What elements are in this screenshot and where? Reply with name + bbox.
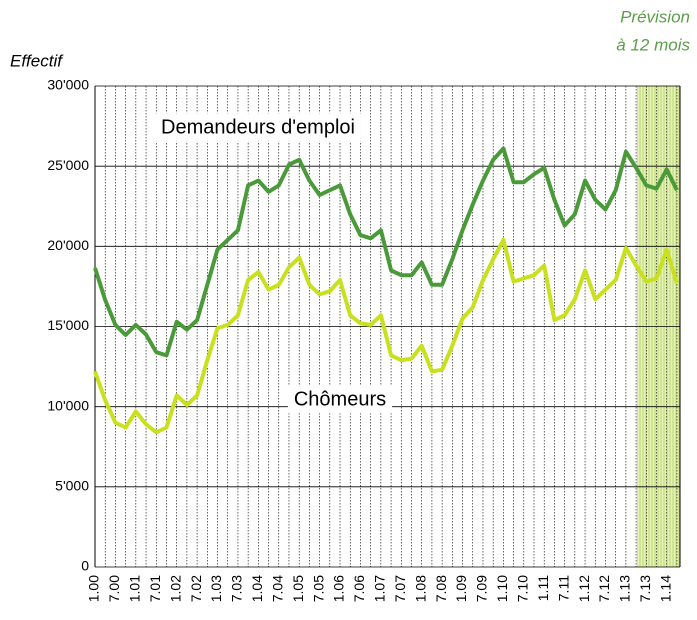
x-tick-label: 1.05	[290, 575, 306, 602]
x-tick-label: 7.07	[392, 575, 408, 602]
series-label: Chômeurs	[294, 388, 386, 410]
x-tick-label: 7.03	[229, 575, 245, 602]
x-tick-label: 7.08	[433, 575, 449, 602]
x-tick-label: 7.13	[637, 575, 653, 602]
line	[93, 237, 679, 435]
x-tick-label: 1.12	[576, 575, 592, 602]
y-tick-label: 0	[81, 558, 89, 574]
x-tick-label: 1.07	[372, 575, 388, 602]
x-tick-label: 1.00	[86, 575, 102, 602]
y-tick-label: 20'000	[47, 237, 89, 253]
x-tick-label: 1.14	[657, 575, 673, 602]
x-tick-label: 7.11	[555, 575, 571, 601]
y-tick-label: 15'000	[47, 317, 89, 333]
line	[93, 146, 679, 358]
x-tick-label: 7.00	[106, 575, 122, 602]
x-tick-label: 7.05	[310, 575, 326, 602]
y-axis-label: Effectif	[10, 51, 64, 70]
y-tick-label: 25'000	[47, 157, 89, 173]
x-tick-label: 1.03	[208, 575, 224, 602]
y-tick-label: 5'000	[55, 478, 89, 494]
x-tick-label: 7.01	[147, 575, 163, 602]
y-tick-label: 30'000	[47, 77, 89, 93]
x-tick-label: 1.04	[249, 575, 265, 602]
series-label-bg	[155, 113, 361, 142]
x-tick-label: 1.10	[494, 575, 510, 602]
x-tick-label: 7.12	[596, 575, 612, 602]
x-tick-label: 7.10	[514, 575, 530, 602]
x-tick-label: 1.13	[617, 575, 633, 602]
x-tick-label: 1.06	[331, 575, 347, 602]
x-tick-label: 7.04	[269, 575, 285, 602]
annotation: à 12 mois	[616, 35, 690, 54]
x-tick-label: 1.01	[127, 575, 143, 602]
y-tick-label: 10'000	[47, 397, 89, 413]
x-tick-label: 7.09	[474, 575, 490, 602]
x-tick-label: 1.02	[167, 575, 183, 602]
annotation: Prévision	[620, 7, 690, 26]
x-tick-label: 7.06	[351, 575, 367, 602]
x-tick-label: 1.11	[535, 575, 551, 601]
series-label-bg	[287, 385, 393, 414]
x-tick-label: 7.02	[188, 575, 204, 602]
x-tick-label: 1.09	[453, 575, 469, 602]
series-label: Demandeurs d'emploi	[161, 116, 355, 138]
x-tick-label: 1.08	[412, 575, 428, 602]
